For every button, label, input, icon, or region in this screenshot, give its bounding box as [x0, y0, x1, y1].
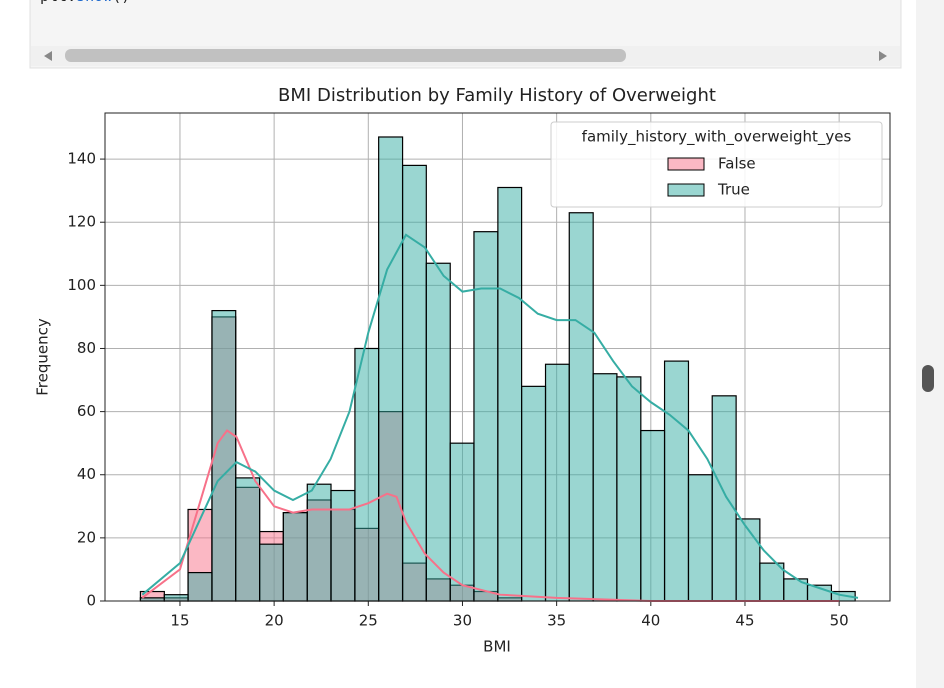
bar [282, 512, 308, 602]
bar [735, 518, 761, 602]
chart-title: BMI Distribution by Family History of Ov… [278, 85, 716, 106]
y-tick-label: 0 [86, 592, 96, 610]
bar [211, 309, 237, 602]
y-tick-label: 20 [77, 528, 96, 546]
bar [187, 571, 213, 602]
y-tick-label: 40 [77, 465, 96, 483]
v-scroll-thumb[interactable] [922, 365, 934, 392]
legend: family_history_with_overweight_yes False T… [550, 121, 883, 208]
bar [163, 594, 189, 602]
x-tick-label: 30 [453, 612, 472, 630]
y-tick-label: 120 [67, 213, 96, 231]
bar [449, 442, 475, 602]
bar [592, 373, 618, 602]
x-tick-label: 15 [170, 612, 189, 630]
x-tick-label: 35 [547, 612, 566, 630]
code-token: plt. [40, 0, 76, 5]
scroll-right[interactable] [879, 51, 887, 61]
bar [544, 363, 570, 602]
scroll-thumb[interactable] [65, 49, 626, 62]
bar [663, 360, 690, 602]
x-tick-label: 20 [265, 612, 284, 630]
plot-frame [104, 112, 891, 602]
x-axis-label: BMI [483, 638, 511, 656]
bar [497, 186, 523, 602]
x-tick-label: 40 [641, 612, 660, 630]
legend-swatch [667, 157, 705, 171]
x-tick-label: 25 [359, 612, 378, 630]
chart: BMI Distribution by Family History of Ov… [34, 85, 891, 656]
bar [354, 347, 380, 602]
bar [759, 562, 785, 602]
bar [687, 474, 713, 602]
legend-swatch [667, 183, 705, 197]
bar [711, 395, 737, 602]
y-tick-label: 100 [67, 276, 96, 294]
bar [473, 231, 499, 602]
y-tick-label: 140 [67, 150, 96, 168]
bar [425, 262, 451, 602]
bar [259, 543, 284, 602]
bar [521, 385, 547, 602]
legend-label: False [718, 155, 756, 173]
bar [330, 489, 356, 602]
y-axis-label: Frequency [34, 318, 52, 396]
legend-box [550, 121, 883, 208]
legend-title: family_history_with_overweight_yes [582, 128, 852, 147]
bar [640, 429, 666, 602]
code-token: show [76, 0, 113, 5]
scroll-left[interactable] [44, 51, 52, 61]
bar [378, 136, 404, 602]
y-tick-label: 80 [77, 339, 96, 357]
kde-line [141, 233, 859, 599]
v-scrollbar[interactable] [916, 0, 944, 688]
bar [306, 483, 332, 602]
kde-line [141, 429, 840, 602]
code-token: () [112, 0, 130, 5]
bar [235, 477, 261, 602]
bar [616, 376, 642, 602]
x-tick-label: 50 [830, 612, 849, 630]
legend-label: True [717, 181, 750, 199]
x-tick-label: 45 [735, 612, 754, 630]
bar [568, 212, 594, 602]
code-line: plt.show() [40, 0, 130, 5]
y-tick-label: 60 [77, 402, 96, 420]
